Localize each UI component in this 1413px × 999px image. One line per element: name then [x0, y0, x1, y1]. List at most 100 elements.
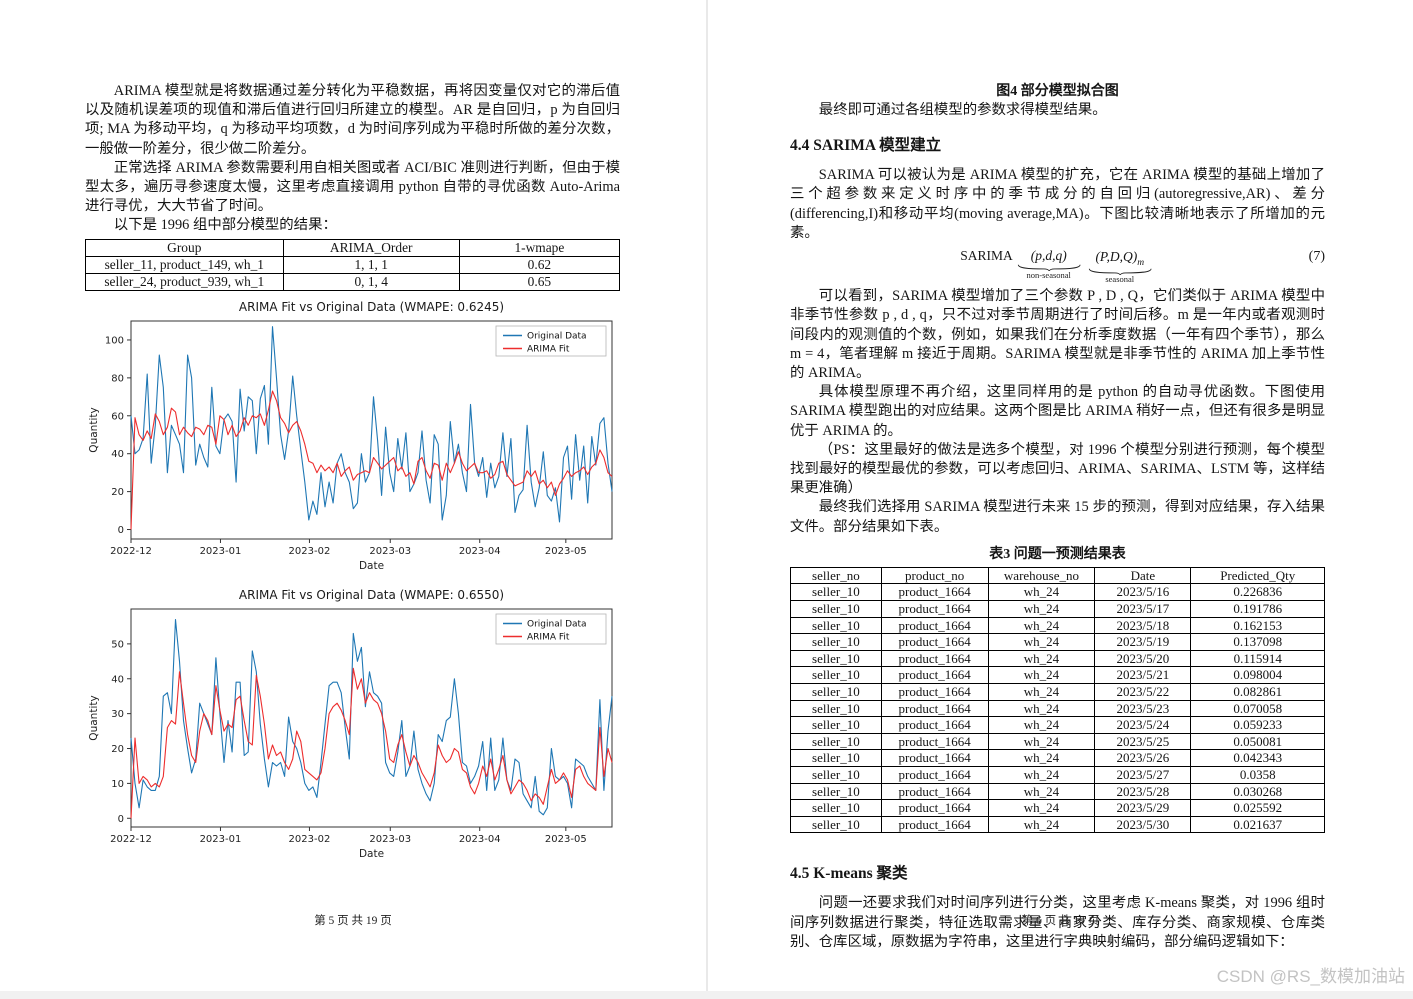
table-row: seller_10 product_1664 wh_24 2023/5/18 0.162… — [790, 616, 1325, 635]
formula-sarima-text: SARIMA — [960, 248, 1013, 264]
heading-4-4-sarima: 4.4 SARIMA 模型建立 — [790, 137, 942, 155]
svg-text:2023-02: 2023-02 — [289, 546, 331, 557]
paragraph-model-detail: 具体模型原理不再介绍，这里同样用的是 python 的自动寻优函数。下图使用 S… — [790, 384, 1325, 439]
table-cell: seller_10 — [790, 732, 882, 751]
svg-text:60: 60 — [111, 411, 124, 422]
column-header: seller_no — [790, 566, 882, 585]
table-cell: seller_10 — [790, 616, 882, 635]
table-row: seller_10 product_1664 wh_24 2023/5/17 0.191… — [790, 600, 1325, 618]
table-cell: seller_10 — [790, 716, 882, 734]
table-cell: product_1664 — [880, 683, 989, 701]
svg-text:2022-12: 2022-12 — [110, 546, 152, 557]
page-number-right: 第 6 页 共 19 页 — [1021, 915, 1100, 927]
table-cell: 2023/5/19 — [1094, 633, 1192, 651]
formula-seasonal-vars-wrap: (P,D,Q)m — [1095, 248, 1144, 268]
table-cell: 0.62 — [458, 255, 621, 274]
heading-4-5-kmeans: 4.5 K-means 聚类 — [790, 865, 908, 883]
table-cell: product_1664 — [880, 583, 989, 602]
table-cell: 0.137098 — [1190, 633, 1325, 651]
table-cell: product_1664 — [880, 782, 989, 801]
table-cell: seller_10 — [790, 649, 882, 668]
svg-text:2023-01: 2023-01 — [200, 834, 242, 845]
formula-nonseasonal-vars: (p,d,q) — [1030, 248, 1067, 264]
table-cell: wh_24 — [987, 799, 1096, 817]
formula-nonseasonal-group: (p,d,q) non-seasonal — [1014, 248, 1084, 280]
paragraph-model-result: 最终即可通过各组模型的参数求得模型结果。 — [818, 102, 1107, 118]
table-row: seller_10 product_1664 wh_24 2023/5/25 0.050… — [790, 732, 1325, 751]
table-cell: wh_24 — [987, 815, 1096, 834]
table-cell: product_1664 — [880, 649, 989, 668]
svg-text:ARIMA Fit: ARIMA Fit — [527, 632, 570, 642]
table-cell: seller_11, product_149, wh_1 — [85, 255, 284, 274]
table-cell: 2023/5/27 — [1094, 765, 1192, 784]
table-cell: wh_24 — [987, 749, 1096, 767]
svg-text:2023-05: 2023-05 — [545, 834, 587, 845]
column-header: Date — [1094, 566, 1192, 585]
table-cell: wh_24 — [987, 666, 1096, 684]
table-cell: 1, 1, 1 — [282, 255, 460, 274]
table-cell: product_1664 — [880, 765, 989, 784]
table-cell: seller_10 — [790, 782, 882, 801]
svg-text:2023-03: 2023-03 — [369, 546, 411, 557]
svg-text:20: 20 — [111, 744, 124, 755]
table-cell: 2023/5/22 — [1094, 683, 1192, 701]
table-cell: wh_24 — [987, 699, 1096, 718]
page-6: 图4 部分模型拟合图 最终即可通过各组模型的参数求得模型结果。 4.4 SARI… — [708, 0, 1413, 991]
table-cell: product_1664 — [880, 616, 989, 635]
table-cell: wh_24 — [987, 600, 1096, 618]
table-cell: product_1664 — [880, 716, 989, 734]
table-row: seller_10 product_1664 wh_24 2023/5/23 0.070… — [790, 699, 1325, 718]
table-cell: product_1664 — [880, 600, 989, 618]
table-cell: product_1664 — [880, 666, 989, 684]
paragraph-final-choice: 最终我们选择用 SARIMA 模型进行未来 15 步的预测，得到对应结果，存入结… — [790, 499, 1325, 535]
table-row: seller_24, product_939, wh_1 0, 1, 4 0.65 — [85, 272, 621, 291]
table-cell: product_1664 — [880, 732, 989, 751]
table-cell: wh_24 — [987, 716, 1096, 734]
column-header: Group — [85, 238, 284, 257]
prediction-results-table: seller_no product_no warehouse_no Date Predi… — [790, 566, 1325, 834]
table-cell: wh_24 — [987, 782, 1096, 801]
svg-text:Date: Date — [359, 560, 384, 572]
column-header: ARIMA_Order — [282, 238, 460, 257]
table-cell: 0.030268 — [1190, 782, 1325, 801]
svg-text:2022-12: 2022-12 — [110, 834, 152, 845]
table-cell: seller_10 — [790, 583, 882, 602]
table-row: seller_10 product_1664 wh_24 2023/5/20 0.115… — [790, 649, 1325, 668]
table-row: seller_10 product_1664 wh_24 2023/5/22 0.082… — [790, 683, 1325, 701]
table-row: seller_10 product_1664 wh_24 2023/5/21 0.098… — [790, 666, 1325, 684]
equation-number: (7) — [1308, 249, 1325, 265]
formula-nonseasonal-label: non-seasonal — [1026, 270, 1071, 281]
svg-text:ARIMA Fit vs Original Data (WM: ARIMA Fit vs Original Data (WMAPE: 0.624… — [239, 300, 504, 314]
table-cell: 2023/5/20 — [1094, 649, 1192, 668]
column-header: product_no — [880, 566, 989, 585]
table-row: seller_10 product_1664 wh_24 2023/5/28 0.030… — [790, 782, 1325, 801]
column-header: Predicted_Qty — [1190, 566, 1325, 585]
table-cell: 0.070058 — [1190, 699, 1325, 718]
table-cell: seller_10 — [790, 600, 882, 618]
svg-text:ARIMA Fit: ARIMA Fit — [527, 344, 570, 354]
table-cell: seller_10 — [790, 699, 882, 718]
table-cell: 2023/5/24 — [1094, 716, 1192, 734]
table-cell: 2023/5/30 — [1094, 815, 1192, 834]
underbrace-icon — [1017, 264, 1081, 272]
table-cell: product_1664 — [880, 749, 989, 767]
table-cell: product_1664 — [880, 815, 989, 834]
table-cell: 2023/5/21 — [1094, 666, 1192, 684]
column-header: 1-wmape — [458, 238, 621, 257]
table-cell: 0.021637 — [1190, 815, 1325, 834]
table-row: seller_10 product_1664 wh_24 2023/5/29 0.025… — [790, 799, 1325, 817]
table-cell: wh_24 — [987, 616, 1096, 635]
formula-seasonal-subscript: m — [1137, 258, 1145, 269]
paragraph-arima-params: 正常选择 ARIMA 参数需要利用自相关图或者 ACI/BIC 准则进行判断，但… — [85, 159, 620, 215]
table-cell: 2023/5/25 — [1094, 732, 1192, 751]
table-cell: 2023/5/23 — [1094, 699, 1192, 718]
svg-text:2023-02: 2023-02 — [289, 834, 331, 845]
table-cell: 0.050081 — [1190, 732, 1325, 751]
table-cell: 2023/5/28 — [1094, 782, 1192, 801]
table-cell: 0.226836 — [1190, 583, 1325, 602]
table-cell: wh_24 — [987, 649, 1096, 668]
table-cell: wh_24 — [987, 683, 1096, 701]
formula-seasonal-group: (P,D,Q)m seasonal — [1085, 248, 1155, 284]
table-cell: 0.059233 — [1190, 716, 1325, 734]
